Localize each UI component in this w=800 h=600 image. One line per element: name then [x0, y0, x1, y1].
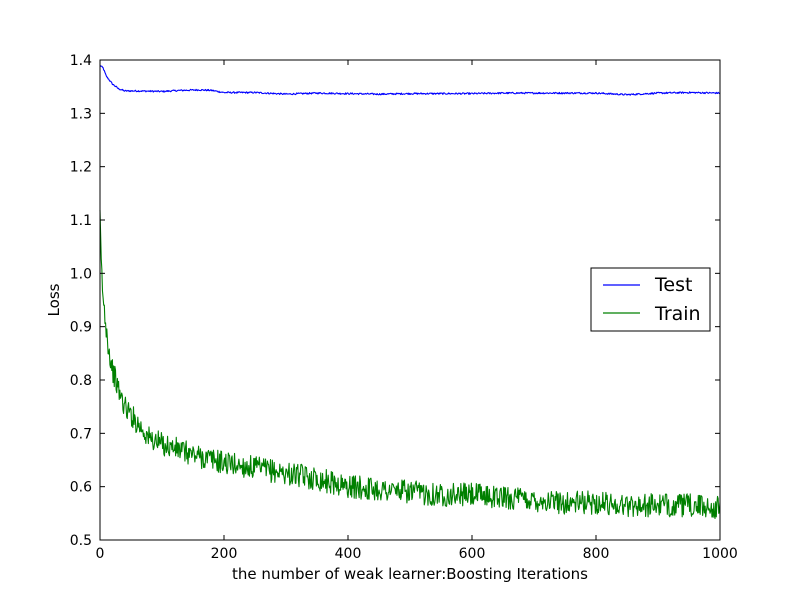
y-tick-label: 1.4	[70, 53, 92, 69]
x-tick-label: 800	[583, 546, 610, 562]
x-tick-label: 200	[211, 546, 238, 562]
series-line-test	[99, 64, 721, 96]
legend-label-train: Train	[654, 303, 701, 325]
series-line-train	[99, 209, 721, 520]
series-layer	[99, 64, 721, 520]
plot-frame	[99, 59, 721, 541]
y-tick-label: 0.7	[70, 426, 92, 442]
x-tick-label: 400	[335, 546, 362, 562]
y-axis-label: Loss	[45, 283, 63, 316]
tick-layer: 0 200 400 600 800 1000 0.5 0.6 0.7 0.8 0.9 1.0 1.1 1.…	[70, 53, 738, 562]
y-tick-label: 0.8	[70, 373, 92, 389]
y-tick-label: 1.1	[70, 213, 92, 229]
y-tick-label: 1.0	[70, 266, 92, 282]
y-tick-label: 0.6	[70, 480, 92, 496]
legend: Test Train	[590, 267, 711, 332]
y-tick-label: 1.2	[70, 160, 92, 176]
y-tick-label: 0.5	[70, 533, 92, 549]
x-axis-label: the number of weak learner:Boosting Iter…	[232, 565, 588, 583]
x-tick-label: 1000	[702, 546, 738, 562]
x-tick-label: 600	[459, 546, 486, 562]
legend-label-test: Test	[654, 274, 692, 296]
x-tick-label: 0	[96, 546, 105, 562]
y-tick-label: 0.9	[70, 320, 92, 336]
y-tick-label: 1.3	[70, 106, 92, 122]
legend-box	[590, 267, 711, 332]
